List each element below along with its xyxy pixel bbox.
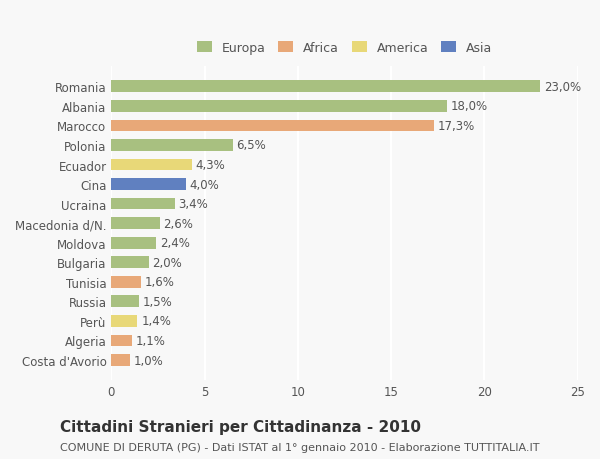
Bar xyxy=(112,354,130,366)
Text: 4,3%: 4,3% xyxy=(195,159,225,172)
Text: 2,0%: 2,0% xyxy=(152,256,182,269)
Text: 1,6%: 1,6% xyxy=(145,276,175,289)
Text: COMUNE DI DERUTA (PG) - Dati ISTAT al 1° gennaio 2010 - Elaborazione TUTTITALIA.: COMUNE DI DERUTA (PG) - Dati ISTAT al 1°… xyxy=(60,442,539,452)
Bar xyxy=(112,198,175,210)
Bar xyxy=(112,237,156,249)
Text: 17,3%: 17,3% xyxy=(438,120,475,133)
Bar xyxy=(112,81,540,93)
Bar xyxy=(112,140,233,151)
Bar xyxy=(112,159,191,171)
Text: 23,0%: 23,0% xyxy=(544,81,581,94)
Text: 18,0%: 18,0% xyxy=(451,100,488,113)
Text: Cittadini Stranieri per Cittadinanza - 2010: Cittadini Stranieri per Cittadinanza - 2… xyxy=(60,420,421,435)
Bar xyxy=(112,335,132,347)
Text: 1,1%: 1,1% xyxy=(136,334,166,347)
Text: 1,0%: 1,0% xyxy=(134,354,163,367)
Text: 2,4%: 2,4% xyxy=(160,237,190,250)
Text: 3,4%: 3,4% xyxy=(178,198,208,211)
Bar xyxy=(112,257,149,269)
Bar xyxy=(112,120,434,132)
Legend: Europa, Africa, America, Asia: Europa, Africa, America, Asia xyxy=(197,42,492,55)
Text: 6,5%: 6,5% xyxy=(236,139,266,152)
Text: 1,4%: 1,4% xyxy=(141,315,171,328)
Bar xyxy=(112,101,447,112)
Text: 4,0%: 4,0% xyxy=(190,178,220,191)
Bar xyxy=(112,296,139,308)
Bar xyxy=(112,218,160,230)
Text: 2,6%: 2,6% xyxy=(164,217,193,230)
Bar xyxy=(112,276,141,288)
Text: 1,5%: 1,5% xyxy=(143,295,173,308)
Bar xyxy=(112,179,186,190)
Bar xyxy=(112,315,137,327)
